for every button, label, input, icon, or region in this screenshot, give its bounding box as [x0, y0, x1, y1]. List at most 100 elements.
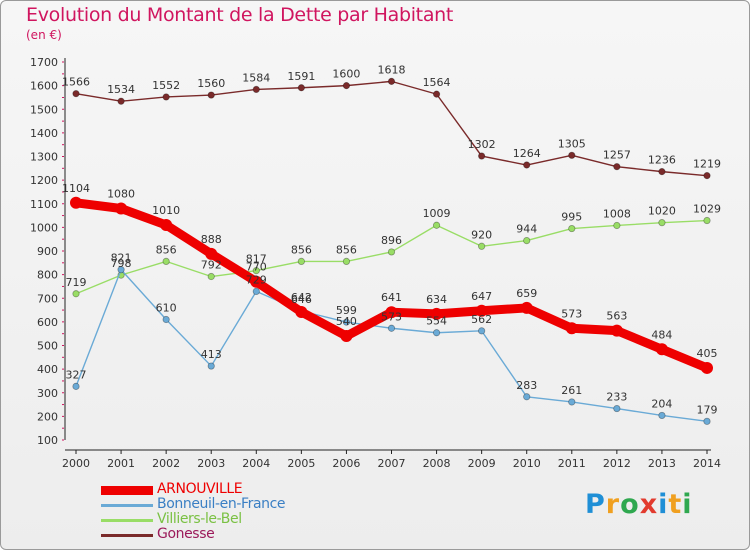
data-label-bonneuil-en-france: 413 — [201, 348, 222, 361]
data-label-villiers-le-bel: 1009 — [423, 207, 451, 220]
legend-label-villiers: Villiers-le-Bel — [157, 511, 242, 527]
data-label-arnouville: 647 — [471, 290, 492, 303]
data-point-arnouville — [205, 247, 218, 260]
data-point-bonneuil-en-france — [72, 382, 80, 390]
data-label-arnouville: 888 — [201, 233, 222, 246]
data-point-arnouville — [160, 219, 173, 232]
logo-letter: r — [605, 489, 621, 520]
x-tick-label: 2003 — [197, 457, 225, 470]
axes: 100 200 300 400 500 600 700 800 900 1000 1100 1200 1… — [30, 56, 721, 470]
y-tick-label: 1500 — [30, 103, 58, 116]
x-tick-label: 2000 — [62, 457, 90, 470]
legend-swatch-gonesse — [101, 534, 153, 537]
data-label-villiers-le-bel: 856 — [291, 243, 312, 256]
data-point-gonesse — [658, 168, 666, 176]
data-point-bonneuil-en-france — [162, 315, 170, 324]
data-point-gonesse — [432, 90, 441, 98]
y-tick-label: 1000 — [30, 221, 58, 234]
data-label-bonneuil-en-france: 233 — [606, 391, 627, 404]
data-label-villiers-le-bel: 944 — [516, 223, 537, 236]
data-point-villiers-le-bel — [703, 216, 711, 225]
data-point-arnouville — [655, 343, 668, 356]
x-tick-label: 2013 — [648, 457, 676, 470]
data-point-gonesse — [568, 151, 576, 159]
data-point-gonesse — [478, 152, 486, 160]
data-label-arnouville: 634 — [426, 293, 447, 306]
data-label-gonesse: 1618 — [378, 63, 406, 76]
data-point-arnouville — [701, 361, 713, 374]
data-point-arnouville — [70, 196, 82, 209]
data-point-gonesse — [297, 84, 305, 92]
logo-letter: i — [658, 489, 669, 520]
data-label-gonesse: 1600 — [332, 68, 360, 81]
y-tick-label: 300 — [37, 387, 58, 400]
data-label-bonneuil-en-france: 729 — [246, 273, 267, 286]
data-label-gonesse: 1564 — [423, 76, 451, 89]
data-point-arnouville — [475, 304, 488, 317]
y-tick-label: 900 — [37, 245, 58, 258]
data-label-villiers-le-bel: 1029 — [693, 203, 721, 216]
x-tick-label: 2005 — [287, 457, 315, 470]
y-tick-label: 1300 — [30, 151, 58, 164]
data-label-gonesse: 1257 — [603, 149, 631, 162]
data-point-bonneuil-en-france — [523, 393, 531, 401]
logo-letter: o — [620, 489, 640, 520]
data-point-villiers-le-bel — [387, 248, 396, 256]
data-point-bonneuil-en-france — [613, 404, 621, 413]
legend-label-gonesse: Gonesse — [157, 526, 215, 542]
data-label-villiers-le-bel: 817 — [246, 253, 267, 266]
data-point-gonesse — [703, 172, 711, 180]
y-tick-label: 100 — [37, 434, 58, 447]
data-point-gonesse — [117, 97, 125, 105]
data-point-gonesse — [207, 91, 215, 99]
data-point-bonneuil-en-france — [478, 327, 486, 335]
y-tick-label: 200 — [37, 410, 58, 423]
data-point-villiers-le-bel — [568, 224, 576, 233]
data-label-arnouville: 770 — [246, 261, 267, 274]
x-tick-label: 2011 — [558, 457, 586, 470]
data-point-arnouville — [610, 324, 623, 337]
data-label-arnouville: 1104 — [62, 182, 90, 195]
y-tick-label: 500 — [37, 340, 58, 353]
data-label-gonesse: 1584 — [242, 71, 270, 84]
data-labels: 1566 1534 1552 1560 1584 1591 1600 1618 1564 1302… — [62, 63, 721, 416]
x-tick-label: 2006 — [332, 457, 360, 470]
data-point-bonneuil-en-france — [658, 411, 666, 420]
legend-swatch-villiers — [101, 519, 153, 522]
legend-label-arnouville: ARNOUVILLE — [157, 481, 243, 497]
y-tick-label: 700 — [37, 292, 58, 305]
data-label-bonneuil-en-france: 599 — [336, 304, 357, 317]
data-label-gonesse: 1219 — [693, 158, 721, 171]
data-label-villiers-le-bel: 995 — [561, 211, 582, 224]
data-point-arnouville — [340, 330, 353, 343]
data-label-arnouville: 484 — [651, 328, 672, 341]
data-label-villiers-le-bel: 896 — [381, 234, 402, 247]
data-point-villiers-le-bel — [478, 242, 486, 250]
data-label-bonneuil-en-france: 562 — [471, 313, 492, 326]
line-chart: 100 200 300 400 500 600 700 800 900 1000 1100 1200 1… — [30, 56, 721, 470]
data-point-villiers-le-bel — [658, 219, 666, 227]
y-tick-label: 1600 — [30, 80, 58, 93]
data-point-arnouville — [565, 322, 578, 335]
proxiti-logo: Proxiti — [585, 489, 693, 520]
data-label-bonneuil-en-france: 327 — [66, 368, 87, 381]
data-label-bonneuil-en-france: 179 — [697, 403, 718, 416]
y-tick-label: 600 — [37, 316, 58, 329]
series-layer — [70, 77, 713, 425]
data-point-bonneuil-en-france — [432, 329, 441, 337]
data-point-arnouville — [250, 275, 263, 288]
data-label-gonesse: 1305 — [558, 137, 586, 150]
chart-unit: (en €) — [26, 28, 62, 42]
data-label-gonesse: 1566 — [62, 76, 90, 89]
x-tick-label: 2004 — [242, 457, 270, 470]
chart-title: Evolution du Montant de la Dette par Hab… — [26, 4, 454, 26]
data-label-villiers-le-bel: 792 — [201, 259, 222, 272]
logo-letter: i — [682, 489, 693, 520]
data-label-bonneuil-en-france: 610 — [156, 302, 177, 315]
data-label-gonesse: 1591 — [287, 70, 315, 83]
data-point-gonesse — [252, 85, 260, 94]
data-label-arnouville: 641 — [381, 291, 402, 304]
logo-letter: P — [585, 489, 606, 520]
x-tick-label: 2010 — [513, 457, 541, 470]
legend-label-bonneuil: Bonneuil-en-France — [157, 496, 286, 512]
